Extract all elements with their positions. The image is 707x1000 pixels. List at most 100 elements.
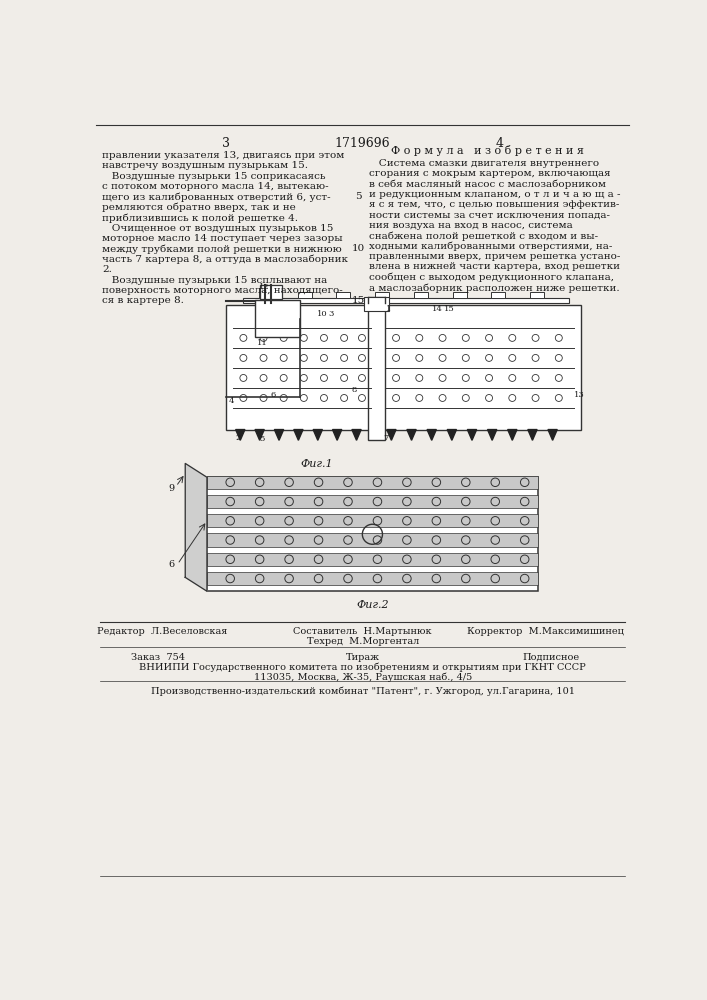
Text: ремляются обратно вверх, так и не: ремляются обратно вверх, так и не	[103, 203, 296, 212]
Text: сгорания с мокрым картером, включающая: сгорания с мокрым картером, включающая	[369, 169, 611, 178]
Bar	[255, 300, 300, 337]
Text: Заказ  754: Заказ 754	[131, 653, 185, 662]
Polygon shape	[185, 463, 207, 591]
Text: правленными вверх, причем решетка устано-: правленными вверх, причем решетка устано…	[369, 252, 620, 261]
Text: 5: 5	[259, 435, 264, 443]
Bar	[337, 292, 351, 298]
Bar	[491, 292, 506, 298]
Text: Фиг.1: Фиг.1	[300, 459, 333, 469]
Text: 10: 10	[351, 244, 365, 253]
Text: 6: 6	[168, 560, 175, 569]
Bar	[530, 292, 544, 298]
Text: 2: 2	[235, 434, 241, 442]
Text: между трубками полой решетки в нижнюю: между трубками полой решетки в нижнюю	[103, 244, 342, 254]
Text: 13: 13	[574, 391, 585, 399]
Text: 15: 15	[351, 296, 365, 305]
Polygon shape	[352, 430, 361, 440]
Text: 9: 9	[168, 484, 175, 493]
Text: 1: 1	[386, 305, 392, 313]
Text: часть 7 картера 8, а оттуда в маслозаборник: часть 7 картера 8, а оттуда в маслозабор…	[103, 255, 349, 264]
Text: Система смазки двигателя внутреннего: Система смазки двигателя внутреннего	[369, 158, 599, 167]
Bar	[207, 514, 538, 527]
Text: 3: 3	[329, 310, 334, 318]
Text: 7: 7	[383, 434, 388, 442]
Text: Воздушные пузырьки 15 всплывают на: Воздушные пузырьки 15 всплывают на	[103, 276, 327, 285]
Polygon shape	[274, 430, 284, 440]
Text: Корректор  М.Максимишинец: Корректор М.Максимишинец	[467, 627, 624, 636]
Bar	[260, 285, 282, 299]
Text: снабжена полой решеткой с входом и вы-: снабжена полой решеткой с входом и вы-	[369, 231, 598, 241]
Bar	[375, 292, 389, 298]
Text: и редукционным клапаном, о т л и ч а ю щ а -: и редукционным клапаном, о т л и ч а ю щ…	[369, 190, 621, 199]
Text: ся в картере 8.: ся в картере 8.	[103, 296, 185, 305]
Text: влена в нижней части картера, вход решетки: влена в нижней части картера, вход решет…	[369, 262, 620, 271]
Polygon shape	[293, 430, 303, 440]
Bar	[207, 572, 538, 585]
Text: 113035, Москва, Ж-35, Раушская наб., 4/5: 113035, Москва, Ж-35, Раушская наб., 4/5	[254, 672, 472, 682]
Bar	[207, 477, 538, 591]
Polygon shape	[313, 430, 322, 440]
Text: ВНИИПИ Государственного комитета по изобретениям и открытиям при ГКНТ СССР: ВНИИПИ Государственного комитета по изоб…	[139, 663, 586, 672]
Bar	[226, 305, 378, 430]
Text: в себя масляный насос с маслозаборником: в себя масляный насос с маслозаборником	[369, 179, 606, 189]
Bar	[414, 292, 428, 298]
Bar	[207, 533, 538, 547]
Text: 5: 5	[355, 192, 361, 201]
Text: Составитель  Н.Мартынюк: Составитель Н.Мартынюк	[293, 627, 432, 636]
Text: 6: 6	[271, 391, 276, 399]
Text: навстречу воздушным пузырькам 15.: навстречу воздушным пузырькам 15.	[103, 161, 308, 170]
Text: Фиг.2: Фиг.2	[356, 600, 389, 610]
Bar	[243, 298, 569, 303]
Text: 1719696: 1719696	[335, 137, 390, 150]
Text: с потоком моторного масла 14, вытекаю-: с потоком моторного масла 14, вытекаю-	[103, 182, 329, 191]
Text: ния воздуха на вход в насос, система: ния воздуха на вход в насос, система	[369, 221, 573, 230]
Text: ходными калиброванными отверстиями, на-: ходными калиброванными отверстиями, на-	[369, 242, 612, 251]
Polygon shape	[427, 430, 436, 440]
Polygon shape	[332, 430, 341, 440]
Polygon shape	[255, 430, 264, 440]
Text: 8: 8	[352, 386, 357, 394]
Text: ности системы за счет исключения попада-: ности системы за счет исключения попада-	[369, 210, 610, 219]
Polygon shape	[467, 430, 477, 440]
Text: Производственно-издательский комбинат "Патент", г. Ужгород, ул.Гагарина, 101: Производственно-издательский комбинат "П…	[151, 687, 575, 696]
Bar	[364, 297, 389, 311]
Bar	[259, 292, 273, 298]
Text: правлении указателя 13, двигаясь при этом: правлении указателя 13, двигаясь при это…	[103, 151, 345, 160]
Polygon shape	[235, 430, 245, 440]
Text: 15: 15	[444, 305, 455, 313]
Text: 3: 3	[221, 137, 230, 150]
Text: 10: 10	[317, 310, 327, 318]
Text: поверхность моторного масла, находящего-: поверхность моторного масла, находящего-	[103, 286, 343, 295]
Text: Ф о р м у л а   и з о б р е т е н и я: Ф о р м у л а и з о б р е т е н и я	[391, 145, 584, 156]
Text: 4: 4	[495, 137, 503, 150]
Polygon shape	[448, 430, 457, 440]
Text: 12: 12	[259, 283, 269, 291]
Polygon shape	[488, 430, 497, 440]
Polygon shape	[528, 430, 537, 440]
Text: а маслозаборник расположен ниже решетки.: а маслозаборник расположен ниже решетки.	[369, 283, 619, 293]
Text: щего из калиброванных отверстий 6, уст-: щего из калиброванных отверстий 6, уст-	[103, 192, 331, 202]
Text: Воздушные пузырьки 15 соприкасаясь: Воздушные пузырьки 15 соприкасаясь	[103, 172, 326, 181]
Bar	[207, 476, 538, 489]
Text: 2.: 2.	[103, 265, 112, 274]
Polygon shape	[407, 430, 416, 440]
Bar	[379, 305, 580, 430]
Polygon shape	[387, 430, 396, 440]
Text: 14: 14	[432, 305, 443, 313]
Text: 4: 4	[228, 397, 234, 405]
Text: Редактор  Л.Веселовская: Редактор Л.Веселовская	[97, 627, 227, 636]
Text: сообщен с выходом редукционного клапана,: сообщен с выходом редукционного клапана,	[369, 273, 614, 282]
Bar	[298, 292, 312, 298]
Text: приблизившись к полой решетке 4.: приблизившись к полой решетке 4.	[103, 213, 298, 223]
Text: я с я тем, что, с целью повышения эффектив-: я с я тем, что, с целью повышения эффект…	[369, 200, 619, 209]
Text: моторное масло 14 поступает через зазоры: моторное масло 14 поступает через зазоры	[103, 234, 343, 243]
Polygon shape	[548, 430, 557, 440]
Text: Очищенное от воздушных пузырьков 15: Очищенное от воздушных пузырьков 15	[103, 224, 334, 233]
Bar	[368, 297, 385, 440]
Polygon shape	[508, 430, 517, 440]
Bar	[207, 553, 538, 566]
Bar	[452, 292, 467, 298]
Text: 11: 11	[257, 339, 268, 347]
Text: Подписное: Подписное	[522, 653, 580, 662]
Text: Техред  М.Моргентал: Техред М.Моргентал	[307, 637, 419, 646]
